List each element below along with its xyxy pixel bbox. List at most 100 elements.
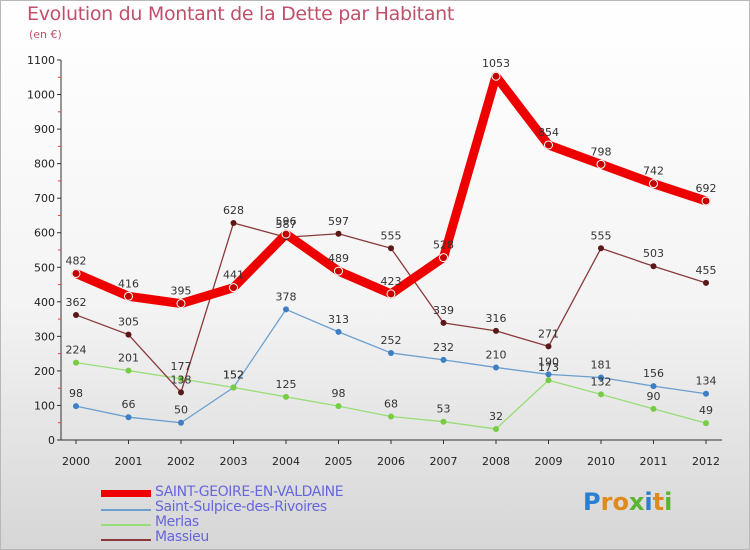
y-tick-label: 200 <box>34 365 55 378</box>
data-point <box>491 71 501 81</box>
x-tick-label: 2007 <box>430 455 458 468</box>
logo-letter: r <box>600 488 613 516</box>
data-point <box>544 140 553 150</box>
data-label: 339 <box>433 304 454 317</box>
data-label: 232 <box>433 341 454 354</box>
data-label: 555 <box>591 229 612 242</box>
data-point <box>388 413 394 420</box>
data-point <box>71 268 81 278</box>
y-tick-label: 300 <box>34 330 55 343</box>
data-point <box>596 159 606 169</box>
data-point <box>650 405 657 412</box>
data-point <box>440 319 447 326</box>
proxiti-logo: Proxiti <box>583 488 672 516</box>
x-tick-label: 2001 <box>115 455 143 468</box>
data-label: 252 <box>381 334 402 347</box>
data-label: 53 <box>437 403 451 416</box>
y-tick-label: 500 <box>34 261 55 274</box>
data-point <box>598 374 604 381</box>
data-point <box>703 279 709 286</box>
data-label: 305 <box>118 316 139 329</box>
data-point <box>178 419 184 426</box>
x-tick-label: 2006 <box>377 455 405 468</box>
data-point <box>386 289 396 299</box>
chart-axes: 0 100 200 300 400 500 600 700 800 900 1000 1100 2000… <box>27 54 722 468</box>
data-label: 190 <box>538 355 559 368</box>
y-tick-label: 600 <box>34 227 55 240</box>
data-point <box>493 425 499 432</box>
data-label: 173 <box>538 361 559 374</box>
logo-letter: i <box>644 488 653 516</box>
y-tick-label: 400 <box>34 296 55 309</box>
data-label: 134 <box>696 375 717 388</box>
logo-letter: i <box>664 488 673 516</box>
series-points <box>71 71 711 432</box>
data-point <box>125 367 132 374</box>
data-label: 156 <box>643 367 664 380</box>
data-point <box>439 253 448 263</box>
x-tick-label: 2012 <box>692 455 720 468</box>
data-point <box>178 375 184 382</box>
data-point <box>335 230 342 237</box>
data-point <box>178 389 184 396</box>
legend-swatch <box>101 509 151 511</box>
data-point <box>440 356 447 363</box>
data-point <box>335 328 342 335</box>
data-point <box>281 229 291 239</box>
data-label: 1053 <box>482 57 510 70</box>
y-tick-label: 100 <box>34 399 55 412</box>
logo-letter: P <box>583 488 601 516</box>
data-point <box>440 418 447 425</box>
data-point <box>176 299 186 309</box>
data-point <box>388 349 394 356</box>
data-point <box>545 377 552 384</box>
data-label: 98 <box>69 387 83 400</box>
data-label: 152 <box>223 368 244 381</box>
x-tick-label: 2003 <box>220 455 248 468</box>
data-label: 395 <box>171 285 192 298</box>
data-label: 503 <box>643 247 664 260</box>
data-label: 271 <box>538 327 559 340</box>
data-label: 555 <box>381 229 402 242</box>
data-point <box>335 403 342 410</box>
data-label: 423 <box>381 275 402 288</box>
y-tick-label: 800 <box>34 158 55 171</box>
data-label: 597 <box>328 215 349 228</box>
x-tick-label: 2002 <box>167 455 195 468</box>
data-point <box>230 384 237 391</box>
data-labels: 98 66 50 152 378 313 252 232 210 190 181 156 134 224 2… <box>66 57 717 423</box>
data-point <box>73 359 79 366</box>
data-label: 201 <box>118 352 139 365</box>
data-point <box>334 266 343 276</box>
data-point <box>283 306 289 313</box>
data-point <box>493 364 499 371</box>
data-label: 362 <box>66 296 87 309</box>
data-label: 798 <box>591 145 612 158</box>
y-tick-label: 1000 <box>27 89 55 102</box>
data-label: 628 <box>223 204 244 217</box>
data-label: 692 <box>696 182 717 195</box>
data-label: 125 <box>276 378 297 391</box>
legend-label: Merlas <box>155 514 199 530</box>
data-point <box>650 383 657 390</box>
data-point <box>649 179 658 189</box>
data-point <box>73 311 79 318</box>
data-point <box>388 245 394 252</box>
data-point <box>124 291 133 301</box>
x-tick-label: 2005 <box>325 455 353 468</box>
data-label: 181 <box>591 358 612 371</box>
x-tick-label: 2010 <box>587 455 615 468</box>
data-label: 596 <box>276 215 297 228</box>
y-tick-label: 0 <box>48 434 55 447</box>
legend-label: SAINT-GEOIRE-EN-VALDAINE <box>155 484 344 500</box>
data-label: 152 <box>223 368 244 381</box>
y-tick-label: 900 <box>34 123 55 136</box>
logo-letter: o <box>612 488 629 516</box>
data-point <box>703 420 709 427</box>
data-point <box>125 414 132 421</box>
data-label: 98 <box>332 387 346 400</box>
data-label: 489 <box>328 252 349 265</box>
data-point <box>229 283 238 293</box>
